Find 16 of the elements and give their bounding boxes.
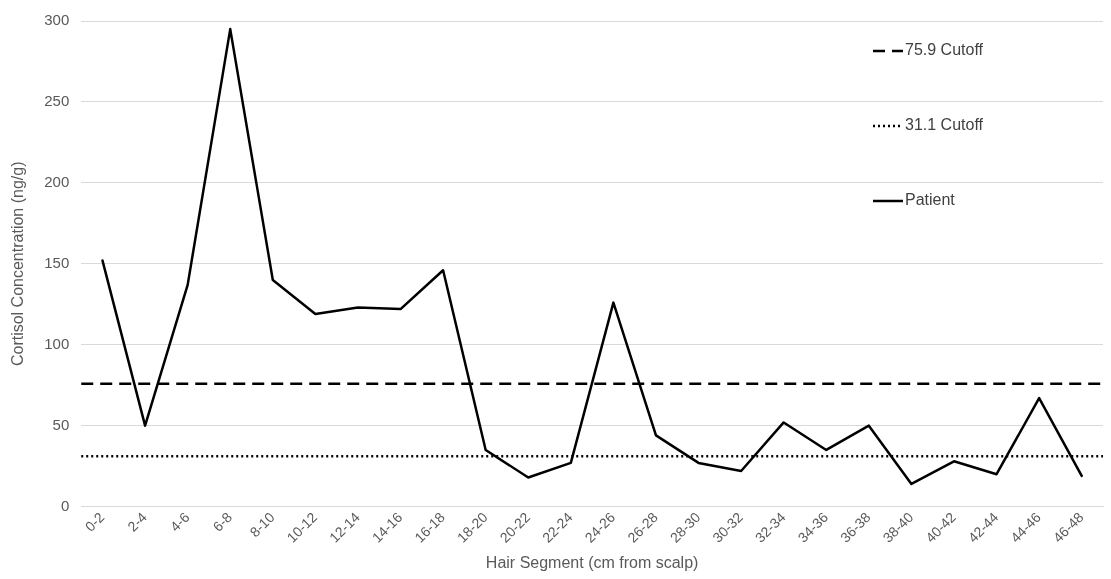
legend-label: 75.9 Cutoff: [905, 41, 984, 59]
y-tick-label: 200: [44, 173, 70, 191]
legend-label: 31.1 Cutoff: [905, 116, 984, 134]
y-tick-label: 300: [44, 11, 70, 29]
y-tick-label: 250: [44, 92, 70, 110]
y-axis-title: Cortisol Concentration (ng/g): [9, 161, 27, 367]
y-tick-label: 100: [44, 334, 70, 352]
x-tick-label: 2-4: [124, 508, 151, 535]
y-tick-label: 50: [52, 415, 70, 433]
x-tick-label: 4-6: [166, 508, 193, 535]
x-tick-label: 6-8: [209, 508, 236, 535]
x-tick-label: 0-2: [81, 508, 108, 535]
y-tick-label: 150: [44, 253, 70, 271]
x-axis-title: Hair Segment (cm from scalp): [485, 553, 699, 571]
y-tick-label: 0: [60, 496, 70, 514]
legend-label: Patient: [905, 191, 956, 209]
